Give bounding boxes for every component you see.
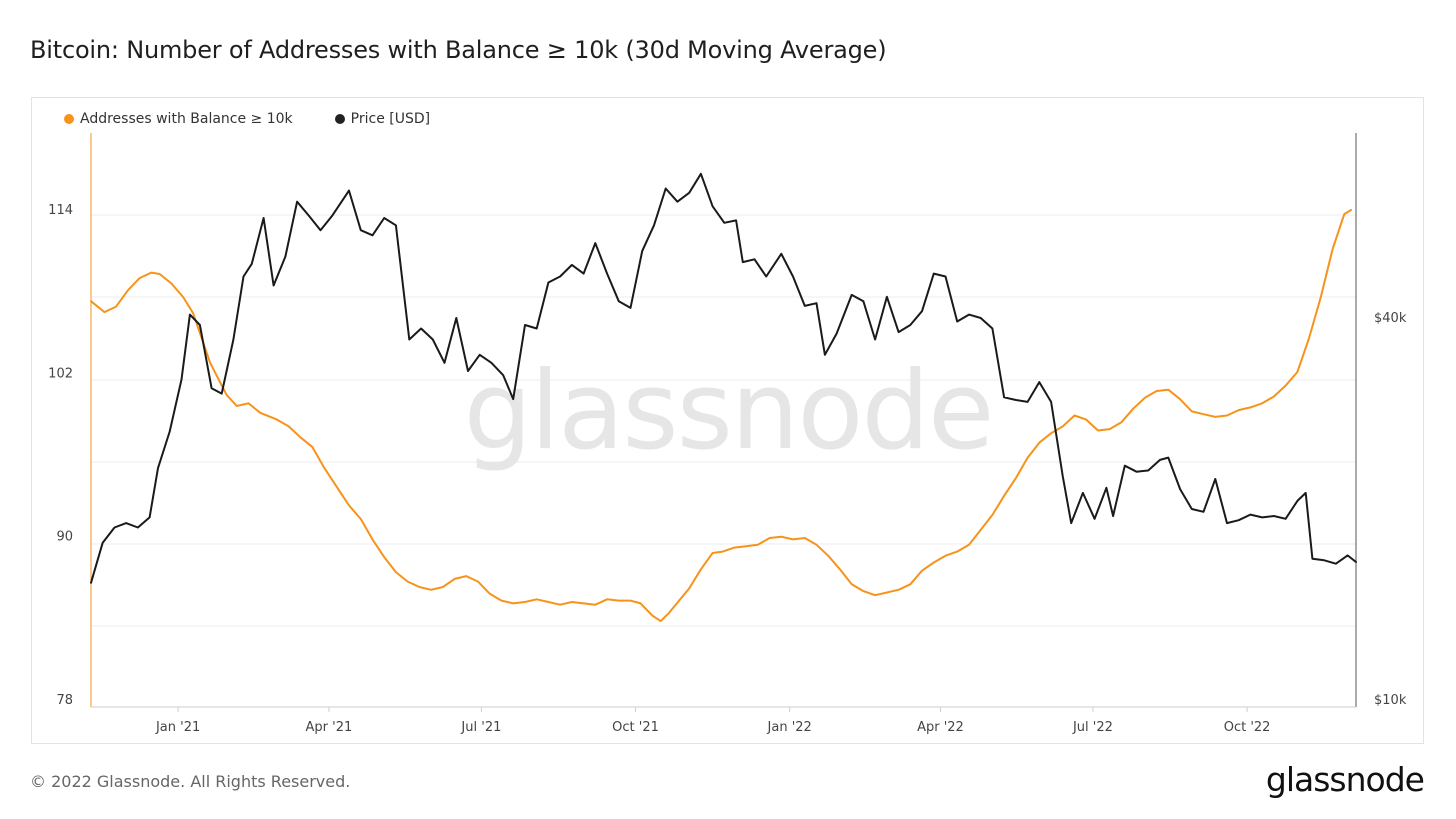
y-left-tick-label: 78	[56, 693, 73, 708]
y-left-tick-label: 114	[48, 203, 73, 218]
page-title: Bitcoin: Number of Addresses with Balanc…	[30, 36, 887, 64]
x-tick-label: Jul '22	[1072, 720, 1113, 735]
x-tick-label: Oct '22	[1224, 720, 1271, 735]
chart-gridlines	[91, 214, 1356, 627]
legend-dot-addresses-icon	[64, 114, 74, 124]
footer-copyright: © 2022 Glassnode. All Rights Reserved.	[30, 772, 351, 791]
x-tick-label: Apr '22	[917, 720, 964, 735]
footer-logo[interactable]: glassnode	[1265, 760, 1425, 799]
chart-series	[90, 172, 1357, 623]
y-right-tick-label: $10k	[1374, 693, 1407, 708]
y-left-tick-label: 102	[48, 366, 73, 381]
legend-item-price[interactable]: Price [USD]	[334, 111, 431, 127]
chart-legend: Addresses with Balance ≥ 10k Price [USD]	[64, 111, 430, 127]
legend-label-addresses: Addresses with Balance ≥ 10k	[80, 111, 293, 127]
y-left-tick-label: 90	[56, 530, 73, 545]
x-tick-label: Jul '21	[460, 720, 501, 735]
legend-dot-price-icon	[334, 114, 345, 124]
series-line-addresses	[90, 209, 1352, 623]
x-tick-label: Jan '21	[155, 720, 200, 735]
legend-item-addresses[interactable]: Addresses with Balance ≥ 10k	[64, 111, 293, 127]
x-tick-label: Apr '21	[306, 720, 353, 735]
y-right-tick-label: $40k	[1374, 311, 1407, 326]
chart-axes	[90, 133, 1357, 712]
legend-label-price: Price [USD]	[350, 111, 431, 127]
x-tick-label: Jan '22	[767, 720, 812, 735]
series-line-price	[90, 172, 1357, 584]
x-tick-label: Oct '21	[612, 720, 659, 735]
chart-tick-labels: 78 90 102 114 $10k $40k Jan '21 Apr '21 Jul '21 O…	[48, 203, 1407, 735]
chart-frame	[31, 97, 1424, 744]
chart-watermark: glassnode	[464, 349, 993, 474]
